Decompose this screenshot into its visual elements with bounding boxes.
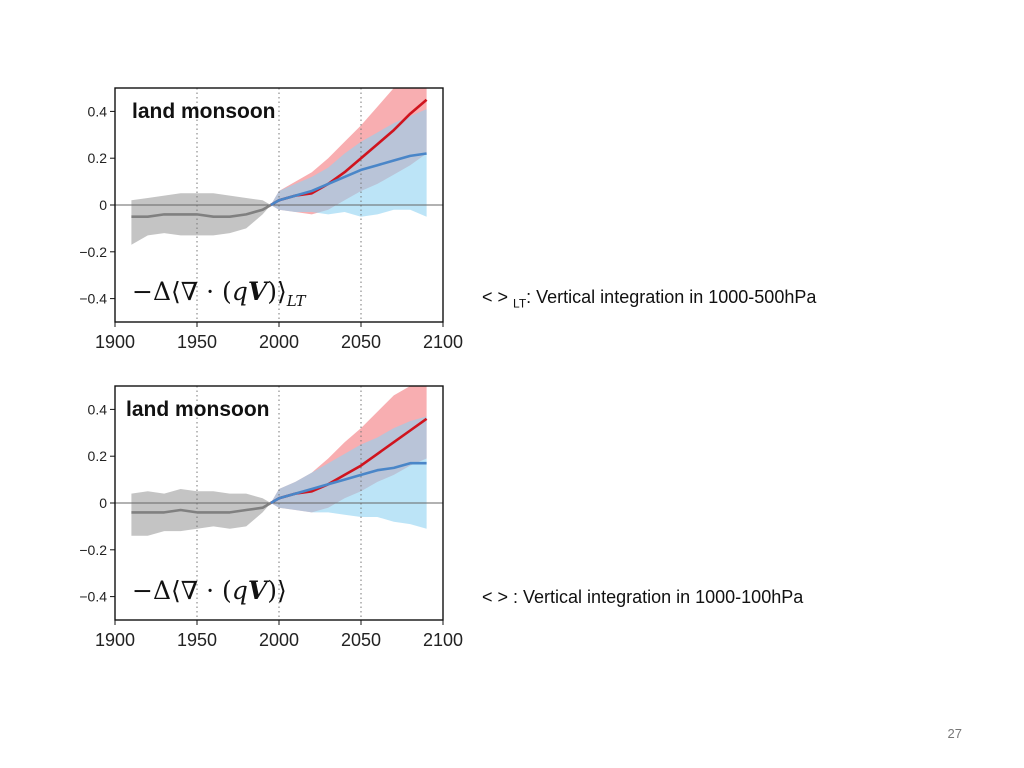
x-tick-label: 2050: [341, 332, 381, 352]
formula-close: )⟩: [267, 576, 287, 605]
x-tick-label: 2100: [423, 332, 463, 352]
x-tick-label: 1950: [177, 332, 217, 352]
formula-var-q: q: [231, 576, 248, 605]
x-tick-label: 2050: [341, 630, 381, 650]
y-tick-label: 0.2: [88, 448, 108, 464]
formula-top: −Δ⟨∇ · (qV)⟩LT: [132, 277, 306, 310]
annotation-full: < > : Vertical integration in 1000-100hP…: [482, 587, 803, 608]
formula-bottom: −Δ⟨∇ · (qV)⟩: [132, 576, 287, 605]
annotation-text: : Vertical integration in 1000-500hPa: [526, 287, 817, 307]
y-tick-label: 0.2: [88, 150, 108, 166]
y-tick-label: −0.2: [79, 244, 107, 260]
formula-lead: −Δ⟨∇ · (: [132, 576, 232, 605]
formula-var-q: q: [231, 277, 248, 306]
annotation-prefix: < >: [482, 287, 514, 307]
series-line-historical: [131, 501, 272, 514]
chart-svg-bottom: 0.4 0.2 0 −0.2 −0.4 1900 1950 2000 2050 2100: [79, 385, 463, 650]
formula-var-v: V: [247, 576, 268, 605]
formula-var-v: V: [247, 277, 268, 306]
y-tick-label: 0.4: [88, 103, 108, 119]
y-tick-label: 0: [99, 197, 107, 213]
series-line-historical: [131, 203, 272, 218]
chart-panel-top: 0.4 0.2 0 −0.2 −0.4 1900 1950 2000 2050 2100 land…: [60, 80, 470, 352]
chart-title-bottom: land monsoon: [126, 398, 270, 421]
x-tick-label: 2000: [259, 332, 299, 352]
y-tick-label: −0.2: [79, 542, 107, 558]
x-tick-label: 1900: [95, 332, 135, 352]
band-historical: [131, 193, 271, 245]
y-tick-label: −0.4: [79, 291, 107, 307]
chart-svg-top: 0.4 0.2 0 −0.2 −0.4 1900 1950 2000 2050 2100: [79, 87, 463, 352]
series-line-blue: [270, 152, 427, 207]
annotation-prefix: < >: [482, 587, 514, 607]
annotation-text: : Vertical integration in 1000-100hPa: [513, 587, 804, 607]
annotation-subscript: LT: [513, 296, 527, 311]
plot-area: [115, 386, 443, 620]
series-line-blue: [270, 461, 427, 505]
formula-subscript: LT: [286, 292, 306, 310]
chart-title-top: land monsoon: [132, 100, 276, 123]
plot-area: [115, 88, 443, 322]
x-tick-label: 2100: [423, 630, 463, 650]
slide-number: 27: [947, 726, 962, 741]
formula-lead: −Δ⟨∇ · (: [132, 277, 232, 306]
annotation-lt: < > LT: Vertical integration in 1000-500…: [482, 287, 816, 311]
y-tick-label: −0.4: [79, 589, 107, 605]
y-tick-label: 0.4: [88, 401, 108, 417]
formula-close: )⟩: [267, 277, 287, 306]
chart-panel-bottom: 0.4 0.2 0 −0.2 −0.4 1900 1950 2000 2050 2100 land…: [60, 378, 470, 650]
x-tick-label: 1950: [177, 630, 217, 650]
x-tick-label: 2000: [259, 630, 299, 650]
y-tick-label: 0: [99, 495, 107, 511]
x-tick-label: 1900: [95, 630, 135, 650]
